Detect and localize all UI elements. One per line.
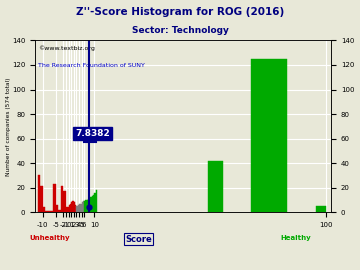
Text: Unhealthy: Unhealthy	[30, 235, 70, 241]
Bar	[63, 191, 66, 212]
Bar	[76, 206, 78, 212]
Text: The Research Foundation of SUNY: The Research Foundation of SUNY	[38, 63, 145, 68]
Bar	[87, 200, 88, 212]
Text: Healthy: Healthy	[280, 235, 311, 241]
Bar	[84, 201, 85, 212]
Bar	[90, 197, 92, 212]
Bar	[38, 176, 40, 212]
Text: 7.8382: 7.8382	[76, 129, 110, 138]
Bar	[56, 205, 58, 212]
Bar	[80, 204, 81, 212]
Bar	[94, 193, 96, 212]
Bar	[40, 187, 43, 212]
Bar	[74, 202, 75, 212]
Bar	[89, 197, 90, 212]
Bar	[48, 211, 51, 212]
Bar	[66, 207, 69, 212]
Bar	[45, 211, 48, 212]
Text: Z''-Score Histogram for ROG (2016): Z''-Score Histogram for ROG (2016)	[76, 7, 284, 17]
Bar	[71, 202, 72, 212]
Bar	[92, 196, 93, 212]
Bar	[75, 205, 76, 212]
Bar	[83, 201, 84, 212]
Bar	[43, 207, 45, 212]
Bar	[78, 205, 79, 212]
Bar	[53, 184, 56, 212]
Bar	[81, 202, 83, 212]
Text: Sector: Technology: Sector: Technology	[131, 26, 229, 35]
Bar	[69, 205, 70, 212]
Bar	[70, 204, 71, 212]
Bar	[58, 210, 61, 212]
Bar	[51, 211, 53, 212]
Bar	[93, 195, 94, 212]
Bar	[79, 204, 80, 212]
Text: Score: Score	[125, 235, 152, 244]
Bar	[72, 201, 74, 212]
Bar	[251, 59, 287, 212]
Bar	[61, 187, 63, 212]
Y-axis label: Number of companies (574 total): Number of companies (574 total)	[5, 77, 10, 176]
Bar	[316, 206, 326, 212]
Bar	[208, 161, 223, 212]
Text: ©www.textbiz.org: ©www.textbiz.org	[38, 46, 95, 51]
Bar	[96, 190, 97, 212]
Bar	[85, 200, 87, 212]
Bar	[88, 199, 89, 212]
